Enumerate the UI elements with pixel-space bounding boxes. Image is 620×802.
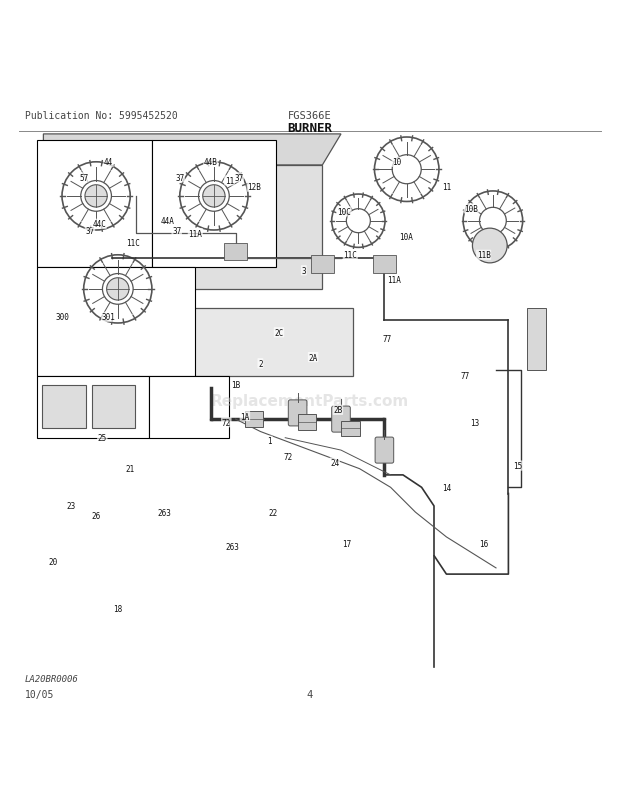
- Text: 15: 15: [513, 461, 522, 471]
- Text: 37: 37: [175, 173, 184, 183]
- FancyBboxPatch shape: [311, 256, 334, 273]
- Text: 20: 20: [48, 557, 57, 566]
- Text: 11A: 11A: [188, 229, 202, 238]
- Text: 263: 263: [157, 508, 171, 517]
- Text: 37: 37: [234, 173, 243, 183]
- Text: 22: 22: [268, 508, 277, 517]
- Text: 3: 3: [301, 266, 306, 275]
- Text: 11B: 11B: [477, 251, 490, 260]
- FancyBboxPatch shape: [92, 386, 135, 429]
- FancyBboxPatch shape: [224, 244, 247, 261]
- Text: 263: 263: [226, 542, 239, 551]
- Text: 11C: 11C: [343, 251, 357, 260]
- Text: 44: 44: [104, 158, 113, 167]
- Text: 10: 10: [392, 158, 401, 167]
- Text: 25: 25: [98, 434, 107, 443]
- Text: 37: 37: [86, 226, 94, 235]
- Circle shape: [203, 185, 225, 208]
- FancyBboxPatch shape: [373, 256, 396, 273]
- FancyBboxPatch shape: [245, 412, 264, 427]
- Text: 23: 23: [67, 502, 76, 511]
- Circle shape: [107, 278, 129, 301]
- Text: 13: 13: [470, 418, 479, 427]
- Text: 77: 77: [461, 372, 469, 381]
- FancyBboxPatch shape: [288, 400, 307, 427]
- Text: 72: 72: [284, 452, 293, 461]
- Text: 300: 300: [55, 313, 69, 322]
- Polygon shape: [43, 166, 322, 290]
- Text: LA20BR0006: LA20BR0006: [25, 674, 79, 683]
- Text: 2A: 2A: [309, 353, 317, 363]
- Text: 14: 14: [442, 483, 451, 492]
- FancyBboxPatch shape: [375, 438, 394, 464]
- Text: 44B: 44B: [204, 158, 218, 167]
- Text: 2: 2: [258, 359, 263, 368]
- FancyBboxPatch shape: [37, 376, 149, 438]
- Text: 77: 77: [383, 334, 392, 343]
- Text: 2B: 2B: [334, 406, 342, 415]
- Text: 44A: 44A: [161, 217, 174, 226]
- FancyBboxPatch shape: [332, 407, 350, 432]
- Text: 21: 21: [126, 464, 135, 474]
- Text: BURNER: BURNER: [288, 122, 332, 135]
- Polygon shape: [167, 308, 353, 376]
- FancyBboxPatch shape: [37, 141, 152, 268]
- Text: 10A: 10A: [399, 233, 413, 241]
- Text: 10C: 10C: [337, 208, 351, 217]
- Text: ReplacementParts.com: ReplacementParts.com: [211, 394, 409, 408]
- FancyBboxPatch shape: [152, 141, 276, 268]
- Text: FGS366E: FGS366E: [288, 111, 332, 121]
- FancyBboxPatch shape: [341, 421, 360, 436]
- Text: 18: 18: [113, 604, 122, 613]
- Text: 37: 37: [172, 226, 181, 235]
- Text: 57: 57: [79, 173, 88, 183]
- Text: 11A: 11A: [387, 276, 401, 285]
- Text: 26: 26: [92, 511, 100, 520]
- Text: 11: 11: [225, 176, 234, 186]
- Circle shape: [472, 229, 507, 264]
- Text: 10/05: 10/05: [25, 690, 54, 699]
- Text: 10B: 10B: [464, 205, 478, 213]
- Text: 2C: 2C: [275, 328, 283, 338]
- Text: 11C: 11C: [126, 239, 140, 248]
- Text: Publication No: 5995452520: Publication No: 5995452520: [25, 111, 177, 121]
- FancyBboxPatch shape: [37, 268, 195, 376]
- FancyBboxPatch shape: [149, 376, 229, 438]
- Text: 17: 17: [343, 539, 352, 548]
- Text: 24: 24: [330, 459, 339, 468]
- Text: 1A: 1A: [241, 412, 249, 421]
- FancyBboxPatch shape: [298, 415, 316, 431]
- Text: 301: 301: [102, 313, 115, 322]
- Text: 16: 16: [479, 539, 488, 548]
- Circle shape: [85, 185, 107, 208]
- Polygon shape: [43, 135, 341, 166]
- FancyBboxPatch shape: [42, 386, 86, 429]
- Text: 12B: 12B: [247, 183, 261, 192]
- Text: 1B: 1B: [231, 381, 240, 390]
- Text: 1: 1: [267, 437, 272, 446]
- Text: 11: 11: [442, 183, 451, 192]
- Text: 4: 4: [307, 690, 313, 699]
- Text: 72: 72: [222, 418, 231, 427]
- Text: 44C: 44C: [92, 220, 106, 229]
- Polygon shape: [527, 308, 546, 370]
